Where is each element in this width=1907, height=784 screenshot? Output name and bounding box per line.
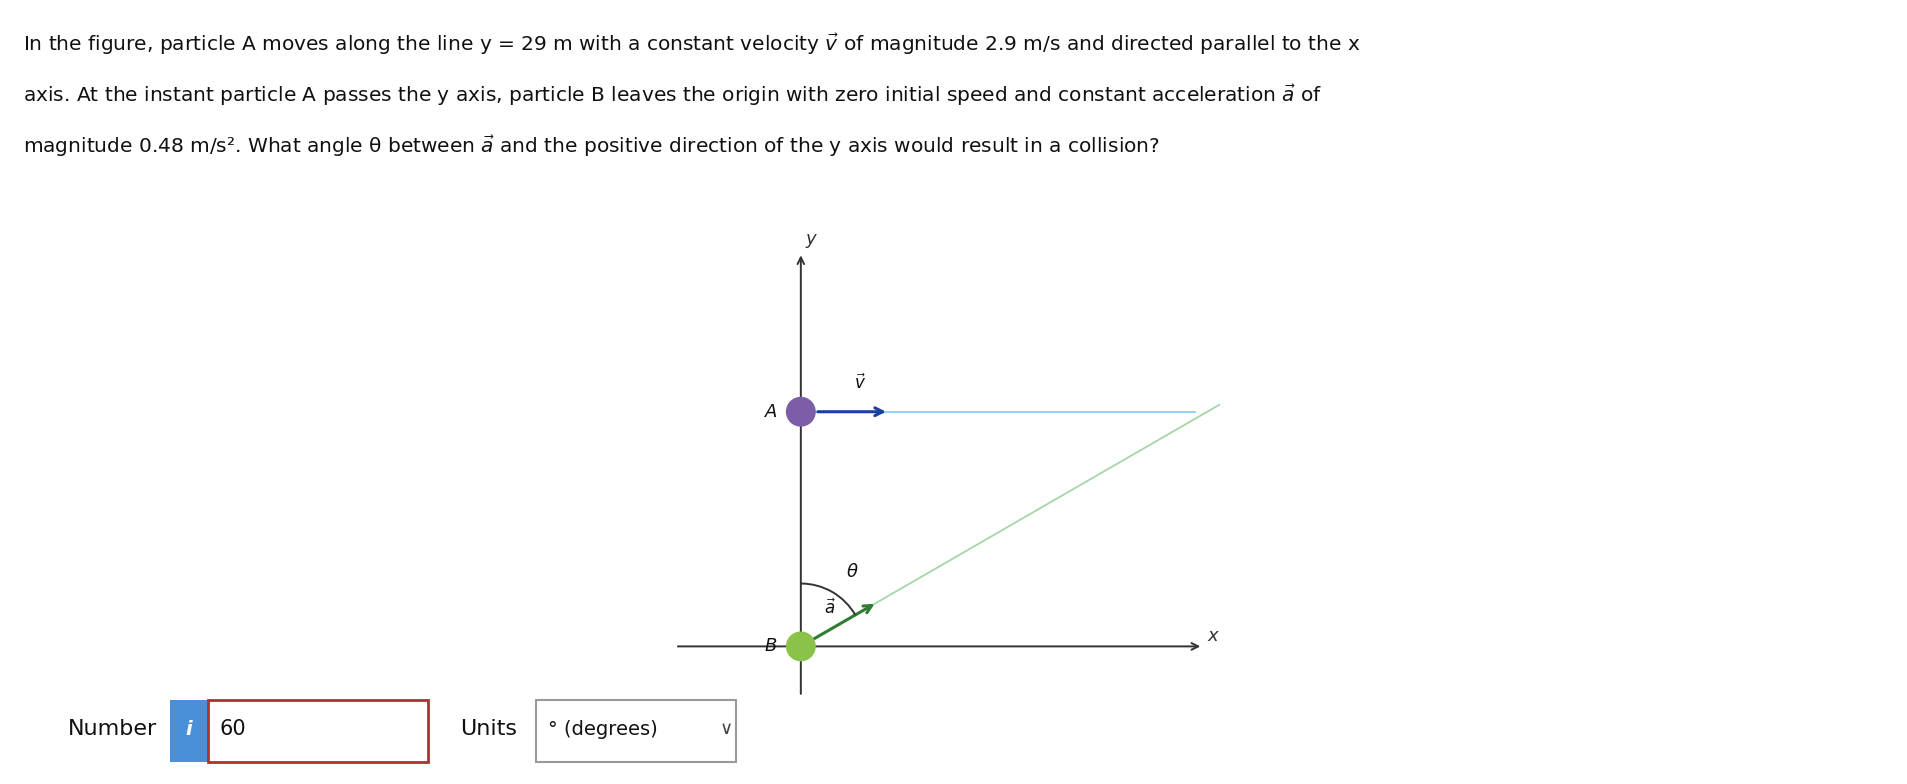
Circle shape — [786, 397, 814, 426]
Text: ° (degrees): ° (degrees) — [547, 720, 658, 739]
Text: magnitude 0.48 m/s². What angle θ between $\vec{a}$ and the positive direction o: magnitude 0.48 m/s². What angle θ betwee… — [23, 133, 1159, 159]
Circle shape — [786, 632, 814, 661]
Text: θ: θ — [847, 563, 858, 581]
Text: y: y — [805, 230, 816, 249]
Text: Number: Number — [69, 719, 156, 739]
Text: axis. At the instant particle A passes the y axis, particle B leaves the origin : axis. At the instant particle A passes t… — [23, 82, 1322, 108]
Text: 60: 60 — [219, 719, 246, 739]
Text: A: A — [765, 403, 776, 421]
Text: $\vec{v}$: $\vec{v}$ — [854, 374, 866, 394]
Text: $\vec{a}$: $\vec{a}$ — [824, 599, 835, 618]
Text: Units: Units — [460, 719, 517, 739]
Text: x: x — [1207, 627, 1217, 645]
Text: ∨: ∨ — [719, 720, 732, 738]
FancyBboxPatch shape — [208, 700, 427, 762]
Text: i: i — [185, 720, 193, 739]
Text: B: B — [765, 637, 776, 655]
FancyBboxPatch shape — [536, 700, 736, 762]
FancyBboxPatch shape — [170, 700, 208, 762]
Text: In the figure, particle A moves along the line y = 29 m with a constant velocity: In the figure, particle A moves along th… — [23, 31, 1360, 57]
